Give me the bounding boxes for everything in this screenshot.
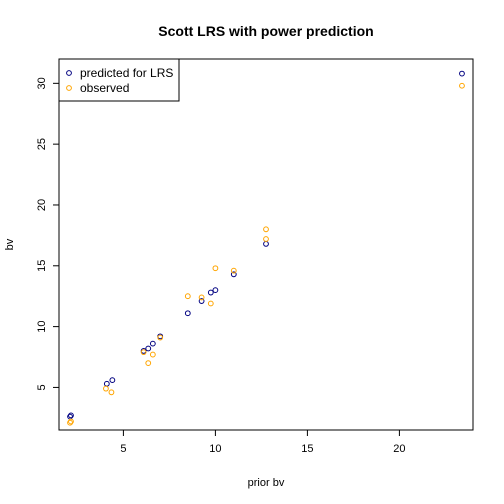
data-point — [103, 385, 109, 392]
legend-box — [58, 58, 180, 102]
x-tick-label: 15 — [301, 443, 313, 455]
data-point — [68, 412, 74, 419]
y-tick-label: 15 — [36, 260, 48, 272]
legend-marker — [66, 85, 72, 91]
data-point — [230, 271, 237, 278]
y-axis-label: bv — [4, 238, 16, 250]
data-point — [145, 360, 152, 366]
x-axis-label: prior bv — [248, 477, 285, 489]
x-tick-label: 5 — [120, 443, 126, 455]
data-point — [184, 293, 191, 300]
data-point — [184, 310, 191, 317]
data-point — [68, 418, 74, 425]
data-point — [140, 349, 147, 356]
data-point — [230, 267, 237, 274]
y-axis: 5 10 15 20 25 30 — [36, 77, 59, 390]
x-axis: 5 10 15 20 — [120, 430, 406, 455]
data-point — [157, 334, 164, 341]
data-point — [263, 226, 269, 233]
chart-title: Scott LRS with power prediction — [158, 23, 373, 39]
data-points — [67, 70, 465, 426]
data-point — [198, 298, 205, 304]
data-point — [212, 287, 219, 294]
data-point — [67, 419, 73, 426]
data-point — [108, 389, 115, 396]
data-point — [459, 82, 465, 89]
data-point — [198, 294, 205, 301]
data-point — [263, 236, 269, 242]
y-tick-label: 5 — [36, 384, 48, 390]
legend-label: predicted for LRS — [80, 66, 173, 80]
y-tick-label: 25 — [36, 138, 48, 150]
y-tick-label: 10 — [36, 320, 48, 332]
legend-marker — [66, 70, 72, 76]
x-tick-label: 20 — [393, 443, 405, 455]
data-point — [109, 377, 116, 384]
data-point — [103, 380, 110, 387]
data-point — [207, 289, 214, 296]
series-observed — [67, 82, 465, 426]
data-point — [263, 240, 269, 247]
data-point — [207, 300, 214, 307]
data-point — [212, 265, 219, 272]
data-point — [459, 70, 465, 77]
data-point — [145, 345, 152, 352]
legend-label: observed — [80, 81, 129, 95]
data-point — [149, 340, 156, 347]
data-point — [149, 351, 156, 358]
series-predicted — [67, 70, 465, 420]
y-tick-label: 30 — [36, 77, 48, 89]
x-tick-label: 10 — [209, 443, 221, 455]
y-tick-label: 20 — [36, 199, 48, 211]
plot-area-border — [58, 58, 474, 431]
